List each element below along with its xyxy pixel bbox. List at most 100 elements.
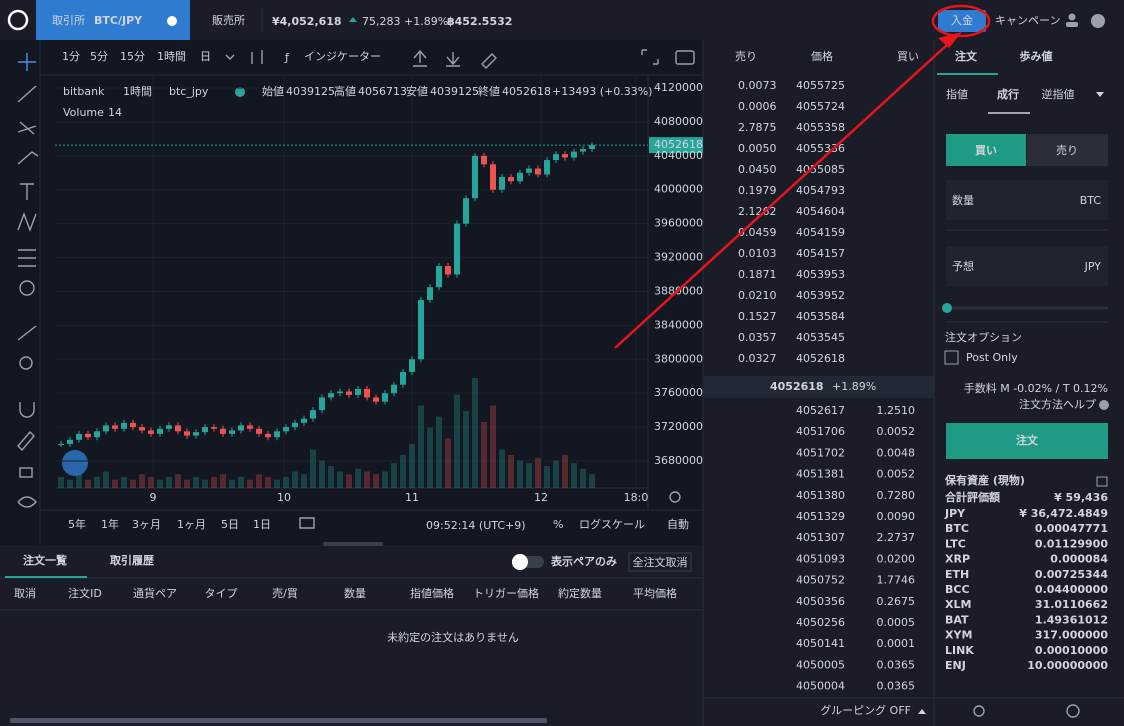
legend-change: +13493 (+0.33%) <box>552 85 652 98</box>
logo[interactable] <box>7 9 29 31</box>
price-tick-label: 3760000 <box>654 386 703 399</box>
slider-thumb[interactable] <box>942 303 952 313</box>
bid-price: 4050005 <box>796 658 845 671</box>
bid-price: 4051307 <box>796 531 845 544</box>
volume-bar <box>211 477 217 488</box>
asset-symbol: LTC <box>945 537 966 550</box>
ask-price: 4055358 <box>796 121 845 134</box>
btc-balance: ฿452.5532 <box>447 15 512 28</box>
user-icon <box>1066 22 1078 27</box>
volume-bar <box>337 471 343 488</box>
price-tick-label: 3920000 <box>654 251 703 264</box>
candle <box>373 397 379 402</box>
column-header: タイプ <box>205 587 238 600</box>
bid-amount: 2.2737 <box>877 531 916 544</box>
candle <box>580 149 586 152</box>
candle <box>139 427 145 431</box>
price-tick-label: 3960000 <box>654 217 703 230</box>
candle <box>526 168 532 173</box>
price-tick-label: 3800000 <box>654 352 703 365</box>
column-header: 数量 <box>344 587 366 600</box>
exchange-tab[interactable] <box>36 0 190 40</box>
asset-symbol: ENJ <box>945 659 966 672</box>
amount-input[interactable] <box>946 180 1108 220</box>
column-header: 約定数量 <box>558 586 602 600</box>
time-tick-label: 9 <box>150 491 157 504</box>
candle <box>562 154 568 158</box>
bid-amount: 0.0005 <box>877 616 916 629</box>
asset-balance: 0.00047771 <box>1035 522 1108 535</box>
candle <box>418 299 424 360</box>
order-type-tab: 指値 <box>946 87 968 101</box>
price-tick-label: 3840000 <box>654 318 703 331</box>
ask-price: 4053952 <box>796 289 845 302</box>
candle <box>436 266 442 288</box>
toggle-knob[interactable] <box>512 554 528 570</box>
candle <box>220 428 226 434</box>
layers-icon[interactable] <box>973 705 985 717</box>
candle <box>364 388 370 398</box>
cancel-all-button[interactable] <box>628 552 692 572</box>
volume-bar <box>382 471 388 488</box>
deposit-button[interactable] <box>938 10 986 32</box>
range-button: 5日 <box>221 518 239 531</box>
ask-amount: 0.0103 <box>738 247 777 260</box>
wallet-icon[interactable] <box>1096 476 1108 487</box>
bid-price: 4050356 <box>796 595 845 608</box>
volume-bar <box>67 479 73 488</box>
bid-amount: 1.7746 <box>877 574 916 587</box>
price-tick-label: 4040000 <box>654 149 703 162</box>
post-only-checkbox[interactable] <box>944 350 959 365</box>
volume-bar <box>328 466 334 488</box>
scrollbar[interactable] <box>10 718 547 723</box>
volume-bar <box>175 474 181 488</box>
asset-balance: 10.00000000 <box>1027 659 1108 672</box>
help-icon[interactable] <box>1099 400 1109 410</box>
user-icon[interactable] <box>1068 13 1076 21</box>
candle <box>85 433 91 438</box>
globe-icon[interactable] <box>1066 704 1080 718</box>
volume-bar <box>103 471 109 488</box>
volume-bar <box>94 477 100 488</box>
resize-handle[interactable] <box>323 542 383 546</box>
bid-amount: 0.0048 <box>877 446 916 459</box>
date-range-icon[interactable] <box>299 517 315 529</box>
sell-button[interactable] <box>1027 134 1108 166</box>
ask-price: 4055724 <box>796 100 845 113</box>
range-button: 1年 <box>101 517 119 531</box>
order-type-tab: 逆指値 <box>1042 87 1075 101</box>
estimate-unit: JPY <box>1084 260 1102 273</box>
drawing-toolbar <box>0 40 40 545</box>
cancel-all-label: 全注文取消 <box>633 555 688 569</box>
volume-bar <box>472 378 478 488</box>
chart-layer <box>5 17 1104 714</box>
ask-amount: 0.1979 <box>738 184 777 197</box>
volume-bar <box>400 455 406 488</box>
candle <box>409 359 415 372</box>
bid-price: 4051329 <box>796 510 845 523</box>
candle <box>184 431 190 436</box>
ask-amount: 0.0459 <box>738 226 777 239</box>
asset-symbol: BTC <box>945 522 969 535</box>
candle <box>112 425 118 429</box>
candle <box>166 425 172 429</box>
candle <box>463 198 469 224</box>
pair-menu-icon[interactable] <box>167 16 177 26</box>
estimate-placeholder: 予想 <box>952 259 974 273</box>
submit-button[interactable] <box>946 423 1108 459</box>
candle <box>238 425 244 431</box>
orders-tab: 注文一覧 <box>23 553 67 567</box>
price-tick-label: 3680000 <box>654 454 703 467</box>
asset-balance: 1.49361012 <box>1035 613 1108 626</box>
volume-bar <box>562 455 568 488</box>
candle <box>472 155 478 199</box>
buy-button[interactable] <box>946 134 1026 166</box>
volume-label: Volume <box>63 106 104 119</box>
bid-price: 4052617 <box>796 404 845 417</box>
estimate-input[interactable] <box>946 246 1108 286</box>
interval-button: 1分 <box>62 50 80 63</box>
ask-price: 4054157 <box>796 247 845 260</box>
volume-bar <box>535 457 541 488</box>
help-icon[interactable] <box>1091 14 1105 28</box>
bid-amount: 0.0365 <box>877 658 916 671</box>
